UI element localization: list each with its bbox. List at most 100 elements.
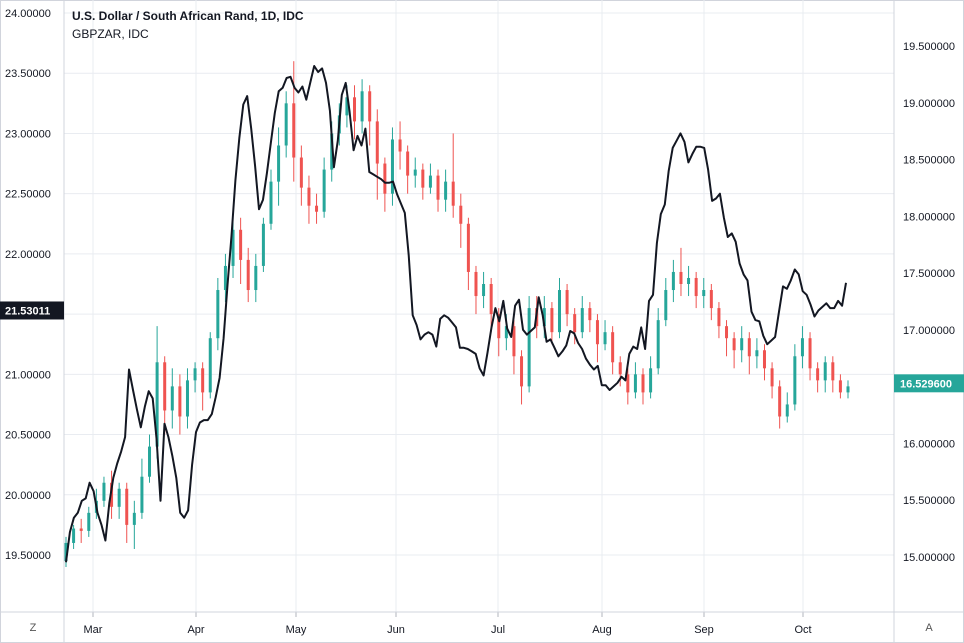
- candle-body: [489, 284, 493, 315]
- candle-body: [163, 362, 167, 411]
- candle-body: [223, 265, 227, 291]
- right-tick-label: 15.500000: [903, 495, 955, 507]
- candle-body: [178, 386, 182, 417]
- right-tick-label: 19.000000: [903, 98, 955, 110]
- candle-body: [702, 290, 706, 297]
- left-tick-label: 23.00000: [5, 128, 51, 140]
- candle-body: [459, 205, 463, 224]
- zoom-reset-button[interactable]: Z: [29, 622, 37, 634]
- candle-body: [504, 326, 508, 339]
- candle-body: [664, 290, 668, 321]
- candle-body: [231, 229, 235, 266]
- candle-body: [148, 446, 152, 477]
- left-tick-label: 20.00000: [5, 490, 51, 502]
- left-tick-label: 19.50000: [5, 550, 51, 562]
- candle-body: [595, 320, 599, 345]
- right-tick-label: 18.000000: [903, 211, 955, 223]
- candle-body: [793, 356, 797, 405]
- right-tick-label: 19.500000: [903, 41, 955, 53]
- candle-body: [725, 326, 729, 339]
- candle-body: [755, 350, 759, 357]
- candle-body: [125, 488, 129, 525]
- line-series: [65, 65, 847, 563]
- candle-body: [527, 308, 531, 387]
- candle-body: [466, 223, 470, 272]
- left-tick-label: 24.00000: [5, 8, 51, 20]
- candle-body: [436, 175, 440, 200]
- candle-body: [618, 362, 622, 375]
- candle-body: [565, 290, 569, 315]
- candle-body: [307, 187, 311, 206]
- candle-body: [428, 175, 432, 188]
- candle-body: [557, 290, 561, 333]
- candle-body: [193, 368, 197, 381]
- candle-body: [671, 271, 675, 291]
- candle-body: [284, 103, 288, 146]
- chart-title: U.S. Dollar / South African Rand, 1D, ID…: [72, 9, 304, 23]
- candle-body: [353, 97, 357, 122]
- candle-body: [482, 284, 486, 297]
- candle-body: [573, 314, 577, 333]
- left-tick-label: 22.00000: [5, 249, 51, 261]
- candle-body: [740, 338, 744, 351]
- candle-body: [831, 362, 835, 381]
- left-tick-label: 21.00000: [5, 369, 51, 381]
- left-tick-label: 22.50000: [5, 189, 51, 201]
- candle-body: [315, 205, 319, 212]
- candle-body: [694, 277, 698, 297]
- candle-body: [520, 356, 524, 387]
- candle-body: [611, 332, 615, 363]
- candle-body: [747, 338, 751, 357]
- candle-body: [474, 271, 478, 297]
- x-tick-label: Mar: [84, 624, 103, 636]
- candle-body: [512, 326, 516, 357]
- candle-body: [201, 368, 205, 393]
- candle-body: [360, 91, 364, 122]
- auto-scale-button[interactable]: A: [925, 622, 933, 634]
- candle-body: [208, 338, 212, 393]
- candle-body: [246, 259, 250, 291]
- candle-body: [345, 97, 349, 116]
- candle-body: [580, 308, 584, 333]
- candle-body: [406, 151, 410, 176]
- candle-body: [170, 386, 174, 411]
- candle-body: [497, 314, 501, 339]
- candle-body: [269, 181, 273, 224]
- candle-body: [785, 404, 789, 417]
- candle-body: [368, 91, 372, 122]
- x-tick-label: Jun: [387, 624, 405, 636]
- candle-body: [770, 368, 774, 387]
- left-last-value-badge: [0, 301, 64, 320]
- candle-body: [87, 512, 91, 531]
- right-tick-label: 18.500000: [903, 155, 955, 167]
- x-tick-label: Sep: [694, 624, 714, 636]
- x-tick-label: Aug: [592, 624, 612, 636]
- candles: [64, 61, 850, 568]
- candle-body: [155, 362, 159, 447]
- candle-body: [717, 308, 721, 327]
- candle-body: [421, 169, 425, 188]
- candle-body: [261, 223, 265, 266]
- candle-body: [603, 332, 607, 345]
- candle-body: [778, 386, 782, 417]
- candle-body: [679, 271, 683, 284]
- left-tick-label: 23.50000: [5, 68, 51, 80]
- candle-body: [808, 338, 812, 369]
- candle-body: [117, 488, 121, 507]
- candle-body: [79, 528, 83, 531]
- candle-body: [687, 277, 691, 284]
- candle-body: [322, 169, 326, 212]
- candle-body: [185, 380, 189, 417]
- x-tick-label: Apr: [187, 624, 204, 636]
- candle-body: [390, 139, 394, 194]
- candle-body: [277, 145, 281, 182]
- candle-body: [641, 374, 645, 393]
- x-tick-label: May: [286, 624, 307, 636]
- candle-body: [140, 476, 144, 513]
- left-last-value-text: 21.53011: [5, 305, 50, 317]
